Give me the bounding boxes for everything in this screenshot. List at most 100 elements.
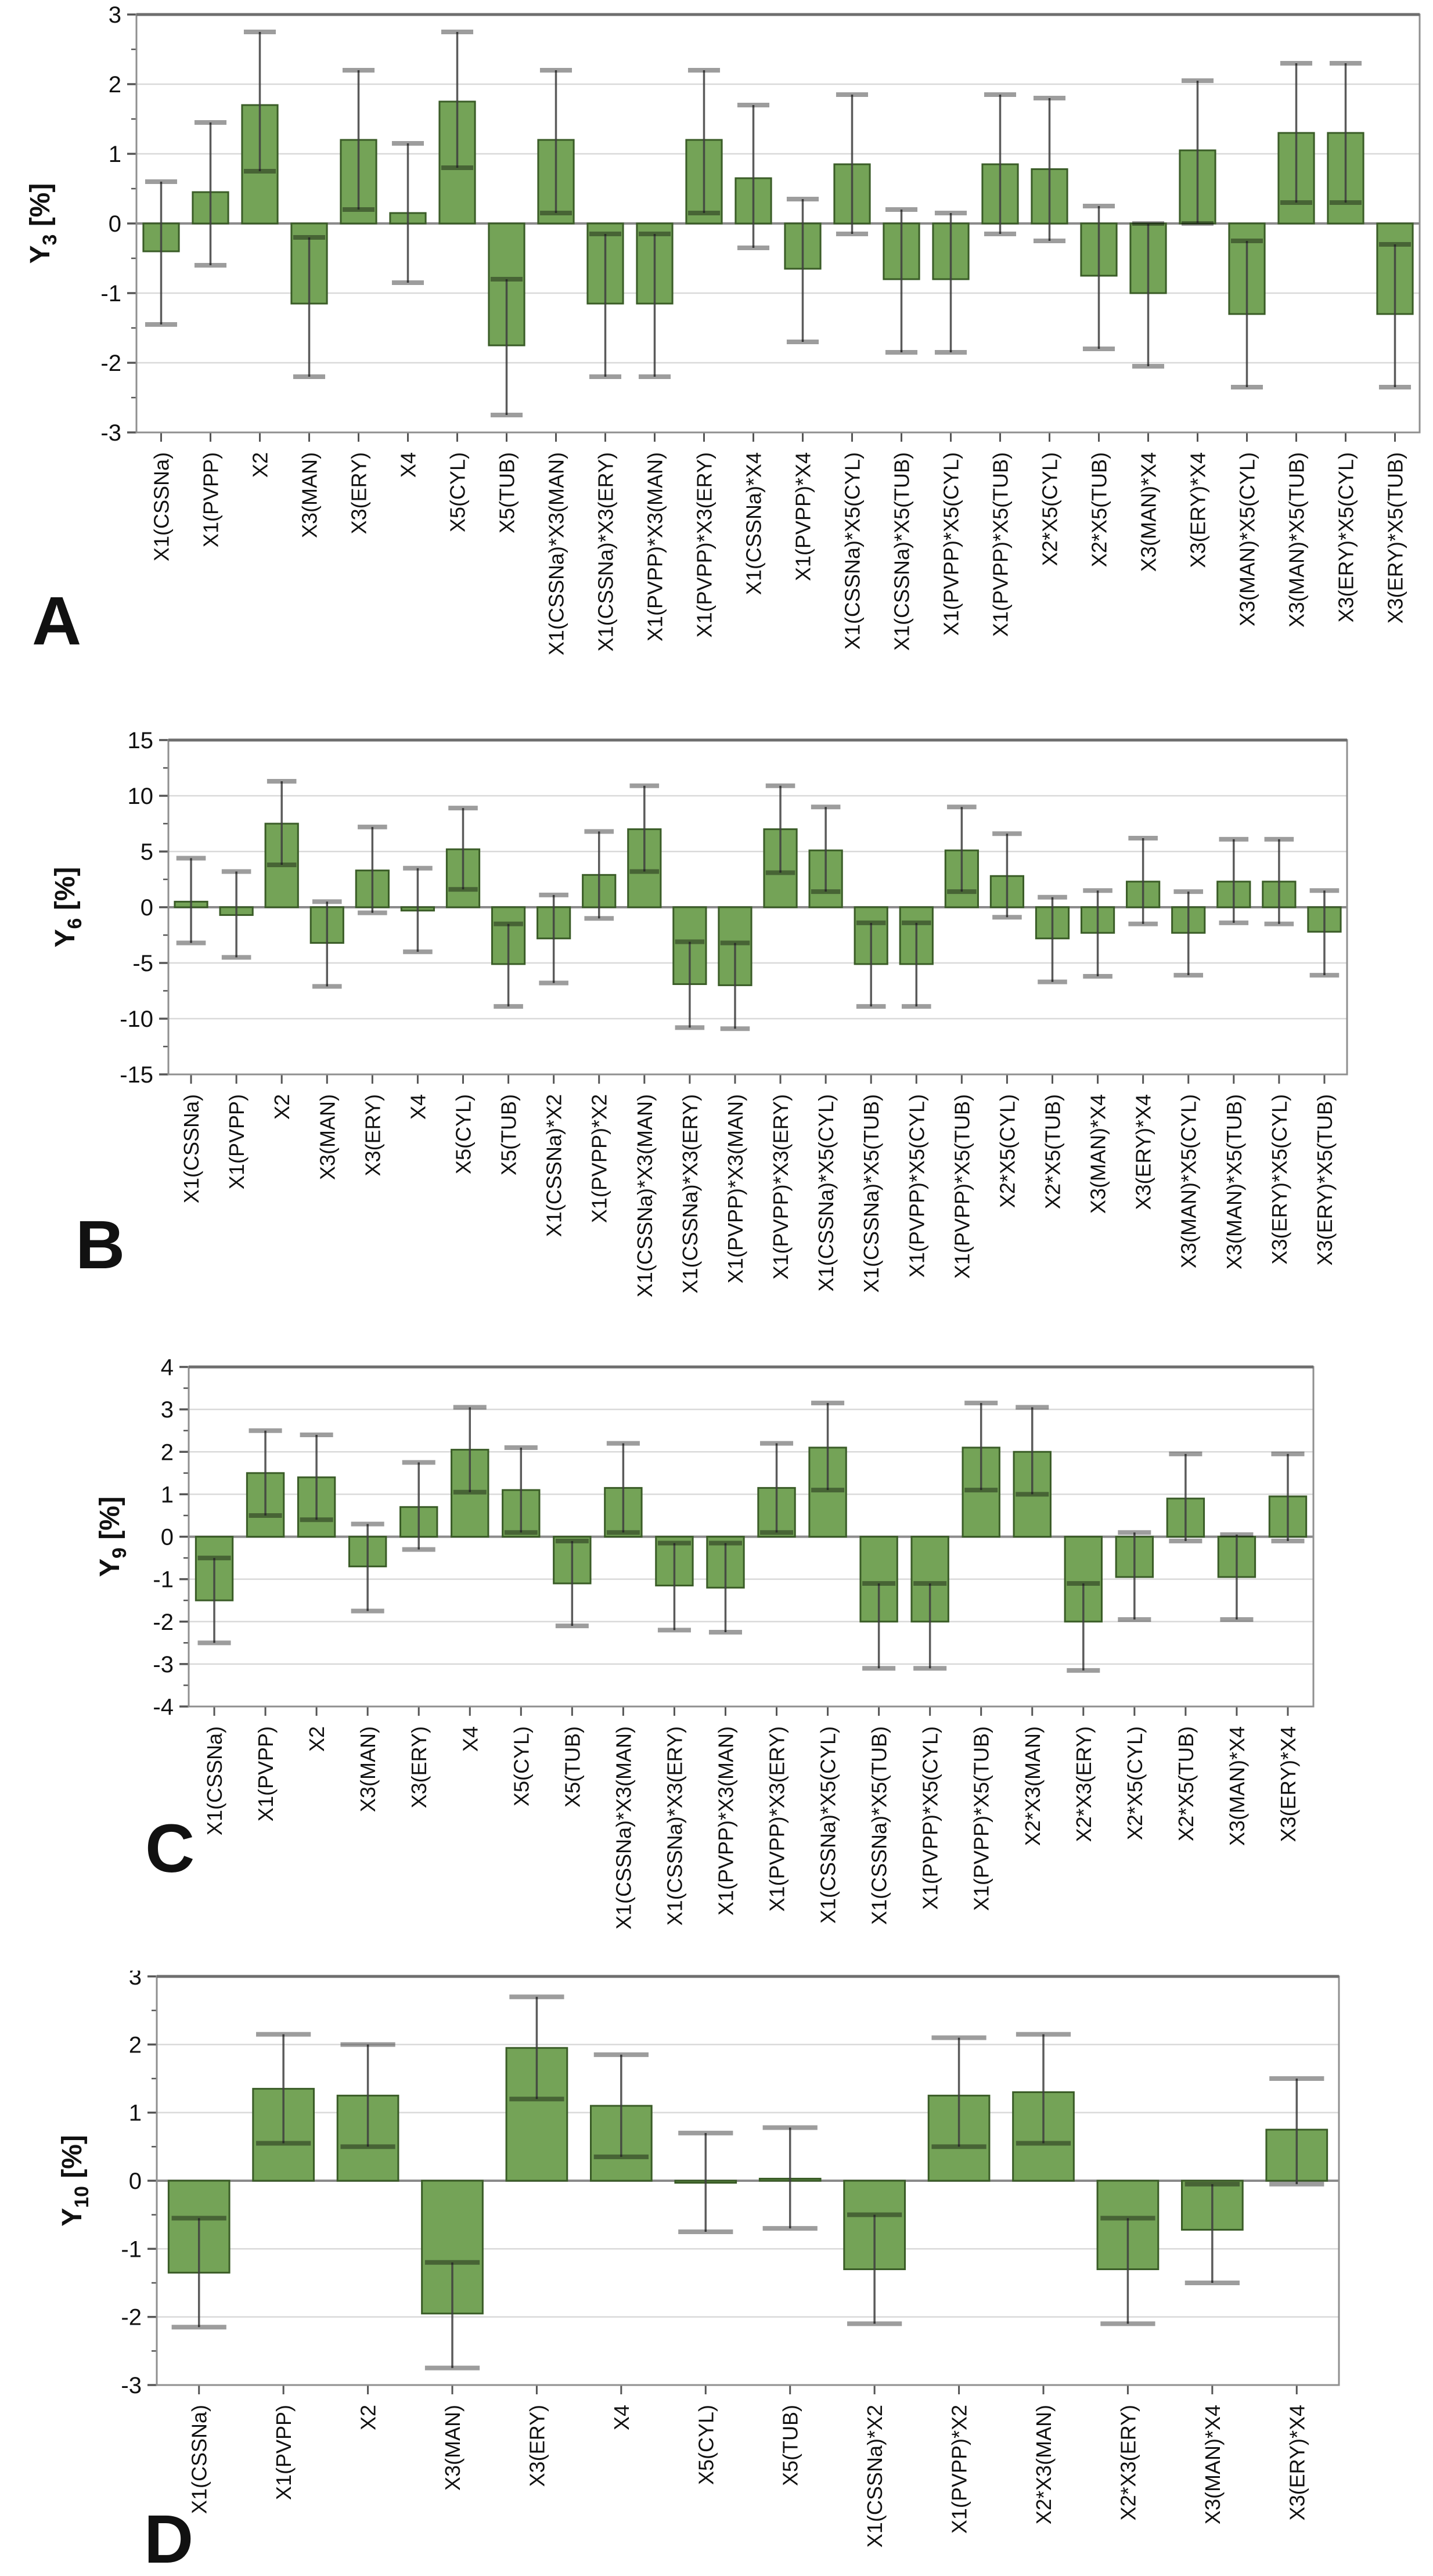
y-tick-label: 0 xyxy=(161,1525,174,1550)
y-tick-label: -2 xyxy=(100,351,121,376)
x-category-label: X3(ERY) xyxy=(347,452,371,534)
x-category-label: X2 xyxy=(270,1094,294,1120)
x-category-label: X1(CSSNa) xyxy=(179,1094,203,1203)
y-tick-label: -15 xyxy=(120,1062,153,1088)
x-category-label: X2*X5(TUB) xyxy=(1041,1094,1065,1209)
panel-letter-D: D xyxy=(144,2501,193,2576)
x-category-label: X3(MAN)*X4 xyxy=(1137,452,1161,572)
x-category-label: X1(CSSNa)*X3(ERY) xyxy=(663,1726,686,1925)
x-category-label: X3(MAN) xyxy=(315,1094,339,1180)
x-category-label: X5(CYL) xyxy=(509,1726,533,1806)
x-category-label: X2*X5(CYL) xyxy=(1123,1726,1147,1840)
y-tick-label: 2 xyxy=(129,2032,142,2058)
x-category-label: X1(CSSNa)*X5(TUB) xyxy=(859,1094,883,1293)
x-category-label: X3(ERY)*X5(TUB) xyxy=(1313,1094,1337,1265)
x-category-label: X1(CSSNa)*X3(MAN) xyxy=(545,452,568,655)
x-category-label: X1(PVPP) xyxy=(199,452,223,547)
y-tick-label: 0 xyxy=(141,895,153,921)
x-category-label: X4 xyxy=(458,1726,482,1752)
y-tick-label: -1 xyxy=(100,281,121,306)
x-category-label: X1(CSSNa)*X3(MAN) xyxy=(611,1726,635,1929)
panel-letter-A: A xyxy=(32,583,81,659)
chart-B: B 15 10 5 0 -5 -10 -15 X1(CSSNa) X1(PVPP) X2 X3(MA… xyxy=(50,728,1348,1297)
y-tick-label: 2 xyxy=(109,72,121,98)
x-category-label: X3(MAN)*X4 xyxy=(1086,1094,1110,1214)
x-category-label: X1(CSSNa)*X5(TUB) xyxy=(867,1726,891,1925)
x-category-label: X1(PVPP) xyxy=(254,1726,278,1821)
x-category-label: X1(PVPP)*X5(CYL) xyxy=(919,1726,942,1910)
y-tick-label: 4 xyxy=(161,1355,174,1380)
x-category-label: X1(PVPP)*X5(TUB) xyxy=(989,452,1013,637)
y-axis-title: Y9 [%] xyxy=(95,1496,131,1577)
x-category-label: X2*X3(MAN) xyxy=(1032,2405,1056,2524)
x-category-label: X3(ERY)*X4 xyxy=(1186,452,1210,568)
x-category-label: X1(PVPP) xyxy=(225,1094,249,1189)
x-category-label: X5(TUB) xyxy=(779,2405,802,2486)
y-tick-label: 5 xyxy=(141,839,153,865)
x-category-label: X1(CSSNa)*X3(ERY) xyxy=(678,1094,702,1293)
y-tick-label: -3 xyxy=(100,420,121,446)
y-tick-label: -4 xyxy=(153,1694,174,1720)
x-category-label: X3(ERY) xyxy=(407,1726,431,1808)
y-axis-title: Y10 [%] xyxy=(57,2135,93,2227)
x-category-label: X3(ERY)*X5(CYL) xyxy=(1268,1094,1291,1264)
x-category-label: X5(CYL) xyxy=(694,2405,718,2485)
x-category-label: X3(MAN)*X5(TUB) xyxy=(1285,452,1309,627)
chart-A: A 3 2 1 0 -1 -2 -3 X1(CSSNa) X1(PVPP) X2 X3(MAN) X3… xyxy=(25,2,1421,659)
y-tick-label: 3 xyxy=(161,1397,174,1423)
y-tick-label: -10 xyxy=(120,1006,153,1032)
x-category-label: X3(MAN)*X5(CYL) xyxy=(1236,452,1259,626)
y-tick-label: 0 xyxy=(129,2169,142,2194)
plot-D: 3 2 1 0 -1 -2 -3 X1(CSSNa) X1(PVPP) X2 X3(MAN) X3(E… xyxy=(57,1971,1340,2548)
x-category-label: X1(CSSNa)*X3(ERY) xyxy=(594,452,618,651)
x-category-label: X5(CYL) xyxy=(452,1094,476,1174)
x-category-label: X1(CSSNa) xyxy=(150,452,174,561)
x-category-label: X1(CSSNa) xyxy=(203,1726,226,1835)
panel-letter-C: C xyxy=(145,1810,195,1887)
x-category-label: X1(CSSNa) xyxy=(188,2405,211,2514)
x-category-label: X1(PVPP)*X5(TUB) xyxy=(970,1726,993,1911)
x-category-label: X4 xyxy=(610,2405,633,2430)
x-category-label: X1(PVPP)*X3(MAN) xyxy=(714,1726,737,1915)
x-category-label: X1(CSSNa)*X5(CYL) xyxy=(841,452,865,650)
x-category-label: X1(CSSNa)*X2 xyxy=(863,2405,887,2548)
x-category-label: X1(PVPP)*X3(MAN) xyxy=(643,452,667,641)
x-category-label: X2*X3(ERY) xyxy=(1116,2405,1140,2520)
y-tick-label: -1 xyxy=(121,2236,142,2262)
y-axis-title: Y6 [%] xyxy=(50,867,86,948)
x-category-label: X2*X5(TUB) xyxy=(1174,1726,1198,1841)
x-category-label: X1(CSSNa)*X5(CYL) xyxy=(814,1094,838,1291)
x-category-label: X5(TUB) xyxy=(495,452,519,533)
x-category-label: X1(PVPP)*X3(ERY) xyxy=(693,452,716,637)
x-category-label: X2*X5(TUB) xyxy=(1088,452,1111,567)
y-tick-label: 3 xyxy=(109,2,121,28)
x-category-label: X2*X5(CYL) xyxy=(995,1094,1019,1208)
x-category-label: X1(PVPP) xyxy=(272,2405,296,2500)
chart-D: D 3 2 1 0 -1 -2 -3 X1(CSSNa) X1(PVPP) X2 X3(MAN) X3… xyxy=(57,1971,1340,2576)
x-category-label: X5(TUB) xyxy=(560,1726,584,1807)
x-category-label: X3(ERY)*X5(CYL) xyxy=(1334,452,1358,622)
y-axis-title: Y3 [%] xyxy=(25,183,61,264)
y-tick-label: 3 xyxy=(129,1971,142,1990)
plot-B: 15 10 5 0 -5 -10 -15 X1(CSSNa) X1(PVPP) X2 X3(MAN)… xyxy=(50,728,1348,1297)
y-tick-label: -3 xyxy=(153,1652,174,1677)
x-category-label: X3(MAN)*X5(TUB) xyxy=(1222,1094,1246,1269)
chart-C: C 4 3 2 1 0 -1 -2 -3 -4 X1(CSSNa) X1(PVPP) X2 X3(MAN… xyxy=(95,1355,1315,1929)
x-category-label: X2*X3(MAN) xyxy=(1021,1726,1045,1846)
y-tick-label: 0 xyxy=(109,211,121,237)
x-category-label: X1(CSSNa)*X5(TUB) xyxy=(890,452,914,651)
x-category-label: X1(PVPP)*X2 xyxy=(948,2405,971,2534)
x-category-label: X1(PVPP)*X5(CYL) xyxy=(939,452,963,636)
y-tick-label: -1 xyxy=(153,1567,174,1593)
x-category-label: X1(PVPP)*X5(CYL) xyxy=(905,1094,928,1278)
x-category-label: X1(PVPP)*X3(ERY) xyxy=(769,1094,793,1279)
x-category-label: X2*X5(CYL) xyxy=(1038,452,1062,566)
x-category-label: X5(TUB) xyxy=(497,1094,521,1175)
x-category-label: X1(PVPP)*X3(ERY) xyxy=(765,1726,789,1911)
x-category-label: X2 xyxy=(305,1726,329,1752)
y-tick-label: -2 xyxy=(153,1610,174,1635)
x-category-label: X1(PVPP)*X5(TUB) xyxy=(950,1094,974,1279)
x-category-label: X1(PVPP)*X3(MAN) xyxy=(723,1094,747,1283)
x-category-label: X2 xyxy=(249,452,272,478)
y-tick-label: 10 xyxy=(128,784,154,809)
